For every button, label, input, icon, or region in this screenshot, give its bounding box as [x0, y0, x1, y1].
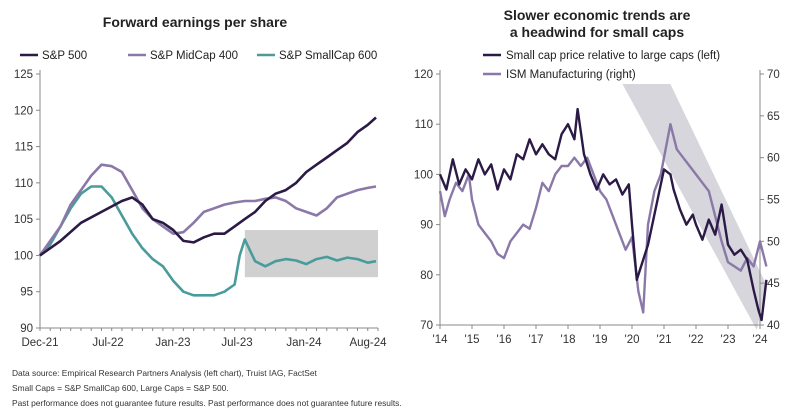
right-x-tick-label: '16: [497, 334, 512, 346]
right-x-tick-label: '17: [529, 334, 544, 346]
right-left-y-tick-label: 120: [414, 69, 433, 81]
left-chart-title: Forward earnings per share: [103, 14, 288, 30]
left-x-tick: Jul-23: [221, 337, 252, 349]
footnote-disclaimer: Past performance does not guarantee futu…: [12, 398, 402, 408]
left-x-tick: Aug-24: [349, 337, 387, 349]
right-x-tick-label: '24: [753, 334, 769, 346]
trend-band: [622, 84, 767, 330]
left-y-tick-label: 110: [15, 178, 33, 190]
left-x-tick: Jan-23: [155, 337, 190, 349]
right-right-y-tick-label: 45: [767, 278, 780, 290]
highlight-box: [244, 230, 378, 278]
right-chart-title-line-2: a headwind for small caps: [510, 24, 684, 40]
right-left-y-tick-label: 80: [420, 270, 433, 282]
right-x-tick-label: '20: [625, 334, 640, 346]
series-line-s-p-500: [39, 116, 377, 257]
left-x-tick: Jan-24: [286, 337, 322, 349]
right-x-tick-label: '23: [721, 334, 736, 346]
right-right-y-tick-label: 60: [767, 153, 780, 165]
right-x-tick-label: '19: [593, 334, 608, 346]
left-y-tick-label: 90: [20, 323, 33, 335]
right-left-y-tick-label: 110: [415, 119, 433, 131]
right-right-y-tick-label: 40: [767, 320, 780, 332]
right-right-y-tick-label: 70: [767, 69, 780, 81]
right-right-y-tick-label: 55: [767, 195, 780, 207]
series-line-s-p-smallcap-600: [39, 185, 377, 297]
right-x-tick-label: '21: [657, 334, 672, 346]
series-line-ism-manufacturing: [438, 123, 768, 314]
left-y-tick-label: 95: [20, 287, 33, 299]
legend-label-ism: ISM Manufacturing (right): [506, 69, 636, 81]
right-x-tick-label: '22: [689, 334, 704, 346]
right-x-tick-label: '15: [465, 334, 480, 346]
left-x-tick: Jul-22: [92, 337, 123, 349]
right-right-y-tick-label: 65: [767, 111, 780, 123]
right-chart-title-line-1: Slower economic trends are: [504, 7, 691, 23]
legend-label-relative: Small cap price relative to large caps (…: [506, 50, 720, 62]
legend-label-smallcap: S&P SmallCap 600: [279, 50, 377, 62]
left-y-tick-label: 125: [14, 69, 33, 81]
footnote-definitions: Small Caps = S&P SmallCap 600, Large Cap…: [12, 383, 229, 393]
left-y-tick-label: 100: [14, 250, 33, 262]
series-line-small-cap-relative: [438, 107, 768, 322]
right-left-y-tick-label: 100: [414, 169, 433, 181]
plot-layer: 90 95 100 105 110 115 120 125 70 80 90 100 110 120 40 4…: [14, 69, 780, 346]
legend-label-midcap: S&P MidCap 400: [150, 50, 238, 62]
right-x-tick-label: '18: [561, 334, 576, 346]
right-left-y-tick-label: 90: [420, 220, 433, 232]
left-y-tick-label: 120: [14, 105, 33, 117]
left-legend: S&P 500 S&P MidCap 400 S&P SmallCap 600: [20, 50, 377, 62]
left-y-tick-label: 115: [15, 142, 33, 154]
left-y-tick-label: 105: [14, 214, 33, 226]
series-line-s-p-midcap-400: [38, 163, 377, 257]
legend-label-sp500: S&P 500: [42, 50, 87, 62]
footnote-source: Data source: Empirical Research Partners…: [12, 368, 317, 378]
right-legend: Small cap price relative to large caps (…: [483, 50, 720, 81]
right-right-y-tick-label: 50: [767, 236, 780, 248]
right-left-y-tick-label: 70: [420, 320, 433, 332]
right-x-tick-label: '14: [433, 334, 449, 346]
left-x-tick: Dec-21: [21, 337, 58, 349]
